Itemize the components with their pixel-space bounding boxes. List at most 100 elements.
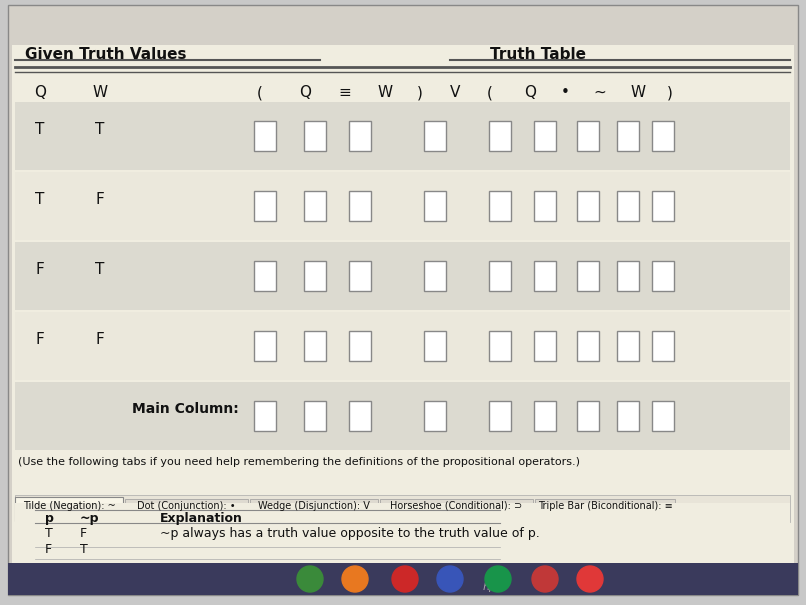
Text: Truth Table: Truth Table <box>490 47 586 62</box>
FancyBboxPatch shape <box>577 191 599 221</box>
FancyBboxPatch shape <box>254 261 276 291</box>
FancyBboxPatch shape <box>349 401 371 431</box>
Text: hp: hp <box>483 582 497 592</box>
Text: Q: Q <box>299 85 311 100</box>
FancyBboxPatch shape <box>577 261 599 291</box>
Text: T: T <box>95 262 105 277</box>
FancyBboxPatch shape <box>304 121 326 151</box>
Text: Wedge (Disjunction): V: Wedge (Disjunction): V <box>258 501 370 511</box>
FancyBboxPatch shape <box>254 191 276 221</box>
Text: (Use the following tabs if you need help remembering the definitions of the prop: (Use the following tabs if you need help… <box>18 457 580 467</box>
FancyBboxPatch shape <box>534 331 556 361</box>
Text: W: W <box>377 85 393 100</box>
Text: Triple Bar (Biconditional): ≡: Triple Bar (Biconditional): ≡ <box>538 501 672 511</box>
FancyBboxPatch shape <box>535 499 675 521</box>
FancyBboxPatch shape <box>424 191 446 221</box>
Bar <box>15 242 790 310</box>
FancyBboxPatch shape <box>489 191 511 221</box>
Circle shape <box>392 566 418 592</box>
FancyBboxPatch shape <box>534 261 556 291</box>
FancyBboxPatch shape <box>125 499 248 521</box>
Circle shape <box>577 566 603 592</box>
Text: •: • <box>560 85 569 100</box>
Bar <box>8 563 798 595</box>
FancyBboxPatch shape <box>304 261 326 291</box>
FancyBboxPatch shape <box>349 331 371 361</box>
Text: Explanation: Explanation <box>160 512 243 525</box>
Text: T: T <box>95 122 105 137</box>
Bar <box>15 503 790 575</box>
FancyBboxPatch shape <box>577 401 599 431</box>
FancyBboxPatch shape <box>617 401 639 431</box>
Text: F: F <box>35 332 44 347</box>
FancyBboxPatch shape <box>617 331 639 361</box>
Text: ~p: ~p <box>80 512 99 525</box>
Text: T: T <box>45 527 52 540</box>
FancyBboxPatch shape <box>652 191 674 221</box>
Text: ≡: ≡ <box>339 85 351 100</box>
FancyBboxPatch shape <box>652 261 674 291</box>
FancyBboxPatch shape <box>534 401 556 431</box>
Text: T: T <box>35 192 44 207</box>
FancyBboxPatch shape <box>489 261 511 291</box>
Circle shape <box>342 566 368 592</box>
Text: F: F <box>96 192 104 207</box>
Text: T: T <box>35 122 44 137</box>
FancyBboxPatch shape <box>254 121 276 151</box>
Text: F: F <box>80 527 87 540</box>
Text: W: W <box>630 85 646 100</box>
Bar <box>15 382 790 450</box>
Circle shape <box>485 566 511 592</box>
Text: Q: Q <box>34 85 46 100</box>
Bar <box>15 102 790 170</box>
FancyBboxPatch shape <box>304 191 326 221</box>
Text: p: p <box>45 512 54 525</box>
Text: Dot (Conjunction): •: Dot (Conjunction): • <box>137 501 236 511</box>
Bar <box>15 172 790 240</box>
FancyBboxPatch shape <box>652 401 674 431</box>
Text: Q: Q <box>524 85 536 100</box>
FancyBboxPatch shape <box>424 261 446 291</box>
FancyBboxPatch shape <box>617 261 639 291</box>
FancyBboxPatch shape <box>349 261 371 291</box>
FancyBboxPatch shape <box>254 401 276 431</box>
Text: ): ) <box>417 85 423 100</box>
FancyBboxPatch shape <box>577 121 599 151</box>
Text: ~: ~ <box>594 85 606 100</box>
FancyBboxPatch shape <box>424 401 446 431</box>
Text: F: F <box>35 262 44 277</box>
Bar <box>12 45 794 575</box>
Text: T: T <box>80 543 88 556</box>
Circle shape <box>437 566 463 592</box>
FancyBboxPatch shape <box>652 331 674 361</box>
FancyBboxPatch shape <box>424 121 446 151</box>
Text: W: W <box>93 85 107 100</box>
FancyBboxPatch shape <box>534 191 556 221</box>
FancyBboxPatch shape <box>617 191 639 221</box>
Text: Main Column:: Main Column: <box>131 402 239 416</box>
Text: Tilde (Negation): ~: Tilde (Negation): ~ <box>23 501 115 511</box>
FancyBboxPatch shape <box>250 499 378 521</box>
FancyBboxPatch shape <box>304 401 326 431</box>
FancyBboxPatch shape <box>15 497 123 521</box>
FancyBboxPatch shape <box>349 121 371 151</box>
FancyBboxPatch shape <box>577 331 599 361</box>
FancyBboxPatch shape <box>380 499 533 521</box>
FancyBboxPatch shape <box>349 191 371 221</box>
Text: Horseshoe (Conditional): ⊃: Horseshoe (Conditional): ⊃ <box>390 501 522 511</box>
Text: ): ) <box>667 85 673 100</box>
FancyBboxPatch shape <box>534 121 556 151</box>
Bar <box>15 72 790 100</box>
Bar <box>15 312 790 380</box>
FancyBboxPatch shape <box>489 331 511 361</box>
Text: F: F <box>96 332 104 347</box>
Text: F: F <box>45 543 52 556</box>
Text: (: ( <box>487 85 493 100</box>
Circle shape <box>532 566 558 592</box>
Text: Given Truth Values: Given Truth Values <box>25 47 186 62</box>
FancyBboxPatch shape <box>617 121 639 151</box>
Circle shape <box>297 566 323 592</box>
FancyBboxPatch shape <box>304 331 326 361</box>
Text: V: V <box>450 85 460 100</box>
FancyBboxPatch shape <box>254 331 276 361</box>
